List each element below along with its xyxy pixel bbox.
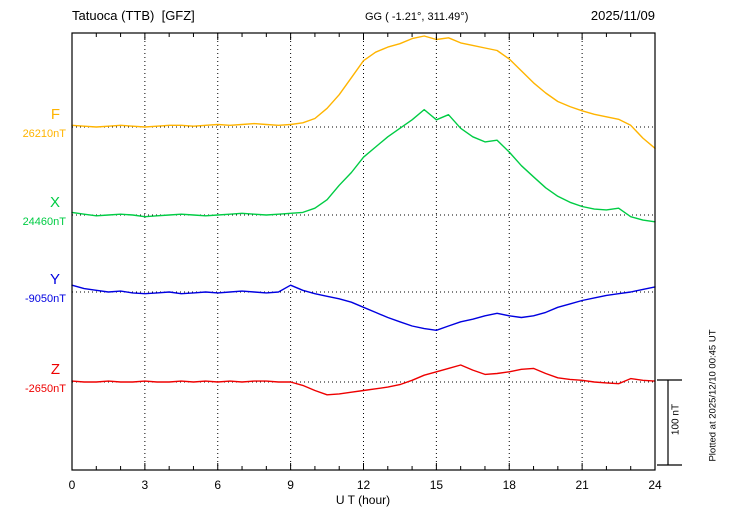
trace-Z	[71, 364, 656, 396]
series-baseline-value-Z: -2650nT	[25, 383, 66, 395]
trace-F	[71, 35, 656, 150]
x-tick-label-24: 24	[648, 478, 662, 492]
x-tick-label-6: 6	[214, 478, 222, 492]
series-label-Z: Z	[50, 361, 60, 378]
plot-date: 2025/11/09	[590, 8, 655, 23]
trace-X	[71, 108, 656, 223]
trace-Y	[71, 284, 656, 331]
x-tick-label-21: 21	[575, 478, 589, 492]
series-label-X: X	[49, 194, 60, 211]
plotted-at-note: Plotted at 2025/12/10 00:45 UT	[707, 329, 719, 462]
x-tick-label-0: 0	[68, 478, 76, 492]
series-label-Y: Y	[49, 271, 60, 288]
x-tick-label-12: 12	[356, 478, 371, 492]
x-axis-label: U T (hour)	[335, 493, 391, 507]
plot-frame	[71, 32, 656, 471]
gg-coordinates: GG ( -1.21°, 311.49°)	[365, 11, 469, 23]
scale-bar-label: 100 nT	[670, 403, 682, 436]
series-baseline-value-X: 24460nT	[22, 216, 66, 228]
x-tick-label-9: 9	[287, 478, 294, 492]
x-tick-label-18: 18	[502, 478, 516, 492]
series-baseline-value-Y: -9050nT	[25, 293, 66, 305]
series-baseline-value-F: 26210nT	[22, 128, 66, 140]
x-tick-label-15: 15	[429, 478, 444, 492]
x-tick-label-3: 3	[141, 478, 149, 492]
series-label-F: F	[50, 106, 60, 123]
station-title: Tatuoca (TTB) [GFZ]	[72, 8, 195, 23]
